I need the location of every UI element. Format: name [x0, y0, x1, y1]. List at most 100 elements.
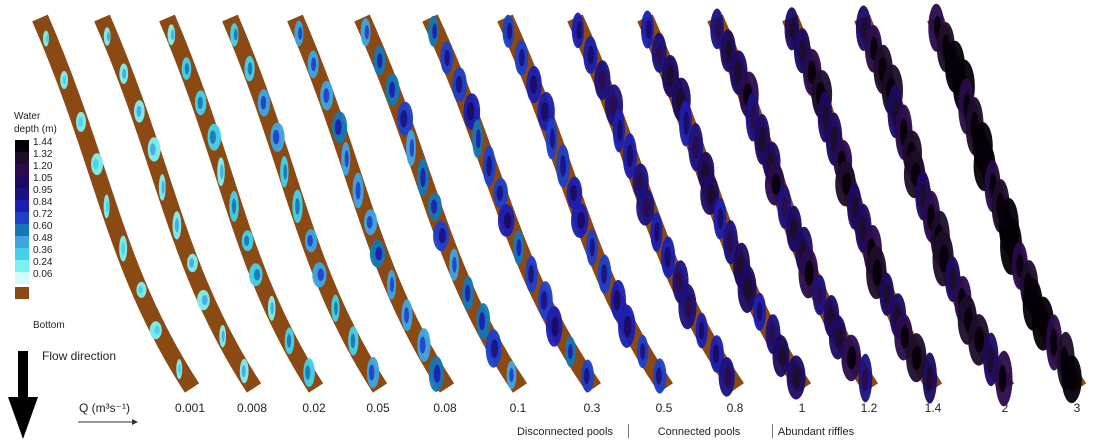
deep-water-core	[551, 316, 559, 337]
deep-water-core	[692, 135, 700, 160]
deep-water-core	[726, 231, 734, 254]
discharge-value: 0.5	[655, 401, 673, 415]
discharge-arrow-icon	[78, 419, 138, 425]
deep-water-core	[419, 336, 426, 354]
deep-water-core	[926, 365, 933, 391]
deep-water-core	[583, 367, 590, 385]
discharge-value: 0.02	[302, 401, 326, 415]
deep-water-core	[404, 307, 410, 324]
legend-swatch	[15, 140, 29, 152]
legend-swatch	[15, 164, 29, 176]
deep-water-core	[798, 39, 807, 62]
deep-water-core	[768, 324, 776, 345]
deep-water-core	[136, 105, 142, 117]
legend-swatch	[15, 236, 29, 248]
deep-water-core	[496, 185, 504, 201]
deep-water-core	[608, 94, 617, 116]
deep-water-core	[197, 96, 203, 109]
discharge-value: 1	[798, 401, 806, 415]
deep-water-core	[1068, 367, 1078, 392]
deep-water-core	[549, 128, 556, 149]
reach-map-strip	[497, 14, 674, 394]
deep-water-core	[577, 211, 586, 230]
legend-bottom-label: Bottom	[33, 320, 65, 331]
legend-depth-label: 0.60	[33, 221, 53, 232]
deep-water-core	[570, 184, 578, 202]
reach-map-strip	[159, 14, 324, 393]
deep-water-core	[587, 45, 595, 65]
deep-water-core	[244, 235, 250, 246]
deep-water-core	[778, 345, 787, 367]
deep-water-core	[298, 26, 303, 40]
deep-water-core	[859, 216, 867, 241]
deep-water-core	[375, 246, 383, 261]
deep-water-core	[698, 321, 705, 340]
deep-water-core	[209, 130, 216, 144]
deep-water-core	[530, 75, 538, 94]
flow-regime-label: Connected pools	[657, 426, 741, 438]
legend-depth-label: 1.20	[33, 161, 53, 172]
deep-water-core	[842, 172, 852, 196]
deep-water-core	[178, 364, 182, 375]
deep-water-core	[377, 53, 383, 69]
regime-separator	[772, 424, 773, 438]
discharge-value: 0.05	[366, 401, 390, 415]
reach-map-strip	[927, 3, 1087, 404]
reach-map-strip	[637, 10, 812, 400]
discharge-value: 2	[1001, 401, 1009, 415]
reach-map-strip	[287, 14, 455, 393]
deep-water-core	[283, 163, 288, 180]
legend-swatch	[15, 188, 29, 200]
deep-water-core	[804, 260, 814, 286]
flow-direction-label: Flow direction	[42, 349, 117, 363]
deep-water-core	[640, 343, 646, 360]
legend-bottom-swatch	[15, 287, 29, 299]
deep-water-core	[872, 259, 882, 286]
deep-water-core	[816, 284, 823, 305]
deep-water-core	[789, 18, 797, 40]
legend-depth-label: 1.32	[33, 149, 53, 160]
deep-water-core	[598, 70, 606, 90]
deep-water-core	[518, 48, 525, 67]
deep-water-core	[790, 217, 798, 241]
deep-water-core	[847, 346, 857, 370]
deep-water-core	[589, 238, 595, 257]
deep-water-core	[861, 365, 869, 391]
deep-water-core	[781, 195, 788, 218]
deep-water-core	[750, 104, 757, 130]
deep-water-core	[486, 155, 492, 177]
deep-water-core	[576, 21, 582, 40]
deep-water-core	[717, 208, 724, 230]
deep-water-core	[830, 125, 838, 153]
flow-regime-label: Disconnected pools	[516, 426, 614, 438]
deep-water-core	[1038, 310, 1049, 338]
discharge-value: 0.08	[433, 401, 457, 415]
deep-water-core	[912, 345, 922, 370]
legend-swatch	[15, 224, 29, 236]
legend-title-line-1: Water	[14, 111, 41, 122]
deep-water-core	[122, 68, 127, 79]
deep-water-core	[149, 143, 156, 156]
deep-water-core	[540, 290, 548, 311]
deep-water-core	[138, 285, 143, 294]
legend-swatch	[15, 200, 29, 212]
deep-water-core	[507, 22, 513, 40]
legend-depth-label: 0.48	[33, 233, 53, 244]
deep-water-core	[851, 194, 859, 218]
deep-water-core	[724, 366, 732, 387]
deep-water-core	[174, 218, 179, 233]
deep-water-core	[464, 284, 471, 302]
deep-water-core	[675, 271, 683, 294]
deep-water-core	[400, 110, 408, 128]
depth-color-ramp	[15, 140, 29, 299]
deep-water-core	[45, 34, 49, 43]
deep-water-core	[231, 198, 237, 215]
legend-depth-label: 0.72	[33, 209, 53, 220]
deep-water-core	[987, 346, 994, 373]
deep-water-core	[154, 325, 160, 335]
reach-map-strip	[222, 14, 388, 393]
deep-water-core	[270, 301, 274, 315]
deep-water-core	[438, 228, 446, 244]
deep-water-core	[516, 238, 522, 257]
